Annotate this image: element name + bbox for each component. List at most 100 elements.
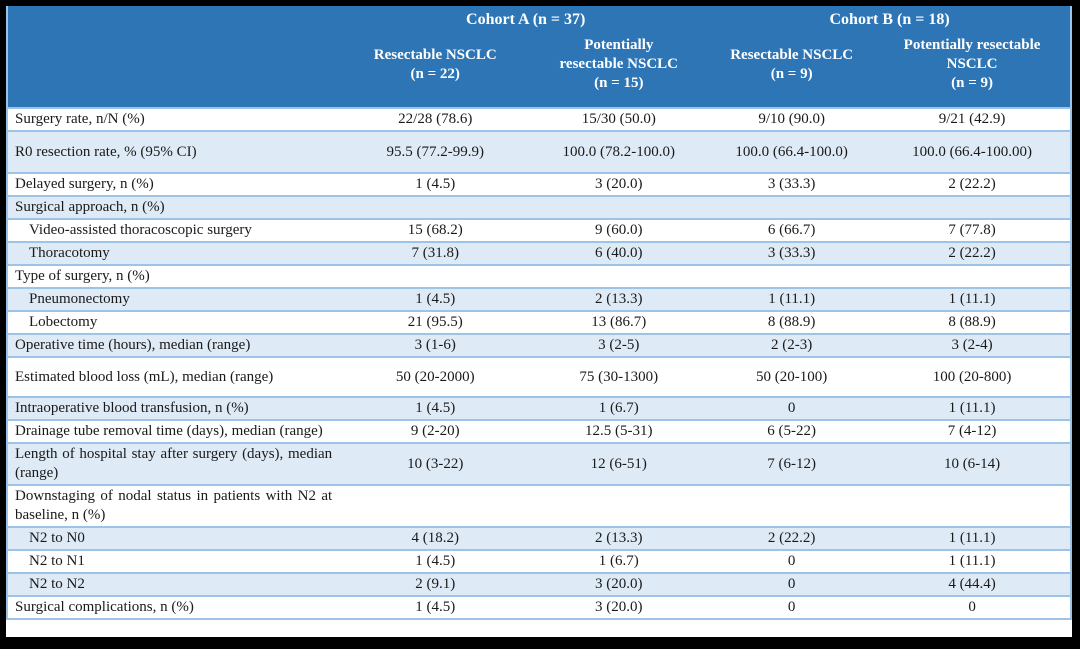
- table-row: Operative time (hours), median (range) 3 …: [7, 333, 1071, 357]
- cohort-a-header: Cohort A (n = 37): [342, 6, 710, 30]
- table-row: Drainage tube removal time (days), media…: [7, 419, 1071, 443]
- table-row: Video-assisted thoracoscopic surgery 15 (…: [7, 218, 1071, 242]
- row-value: 100.0 (66.4-100.0): [709, 130, 875, 173]
- table-row: Lobectomy 21 (95.5) 13 (86.7) 8 (88.9) 8 (88…: [7, 310, 1071, 334]
- row-value: 9/10 (90.0): [709, 107, 875, 131]
- row-label: Type of surgery, n (%): [7, 264, 343, 288]
- row-label: Thoracotomy: [7, 241, 343, 265]
- row-label: Lobectomy: [7, 310, 343, 334]
- row-value: 2 (13.3): [528, 287, 710, 311]
- row-value: 8 (88.9): [709, 310, 875, 334]
- row-value: 1 (4.5): [342, 172, 529, 196]
- row-value: [342, 484, 529, 527]
- table-row: Type of surgery, n (%): [7, 264, 1071, 288]
- table-row: Thoracotomy 7 (31.8) 6 (40.0) 3 (33.3) 2 (22…: [7, 241, 1071, 265]
- table-row: R0 resection rate, % (95% CI) 95.5 (77.2-…: [7, 130, 1071, 173]
- row-value: [528, 195, 710, 219]
- cohort-header-row: Cohort A (n = 37) Cohort B (n = 18): [7, 6, 1071, 30]
- row-value: [709, 195, 875, 219]
- row-value: 10 (3-22): [342, 442, 529, 485]
- table-row: Surgery rate, n/N (%) 22/28 (78.6) 15/30 (…: [7, 107, 1071, 131]
- row-value: 1 (4.5): [342, 396, 529, 420]
- row-value: 21 (95.5): [342, 310, 529, 334]
- row-value: 1 (4.5): [342, 549, 529, 573]
- row-value: 3 (2-5): [528, 333, 710, 357]
- row-label: N2 to N1: [7, 549, 343, 573]
- empty-header-cell: [7, 30, 343, 108]
- row-value: 0: [709, 396, 875, 420]
- row-label: Delayed surgery, n (%): [7, 172, 343, 196]
- row-value: 1 (4.5): [342, 595, 529, 619]
- row-value: [874, 484, 1071, 527]
- row-value: [342, 195, 529, 219]
- row-value: 0: [709, 572, 875, 596]
- row-value: 0: [874, 595, 1071, 619]
- table-row: Downstaging of nodal status in patients …: [7, 484, 1071, 527]
- row-value: 6 (40.0): [528, 241, 710, 265]
- row-value: 1 (6.7): [528, 549, 710, 573]
- row-value: 1 (6.7): [528, 396, 710, 420]
- row-value: 2 (2-3): [709, 333, 875, 357]
- row-value: 100.0 (78.2-100.0): [528, 130, 710, 173]
- surgery-outcomes-table: Cohort A (n = 37) Cohort B (n = 18) Rese…: [6, 6, 1072, 620]
- row-value: 9 (60.0): [528, 218, 710, 242]
- row-value: 12 (6-51): [528, 442, 710, 485]
- col-n: (n = 9): [770, 65, 813, 82]
- row-value: 1 (11.1): [874, 526, 1071, 550]
- row-value: 8 (88.9): [874, 310, 1071, 334]
- row-value: 3 (33.3): [709, 172, 875, 196]
- row-value: 3 (20.0): [528, 595, 710, 619]
- row-label: R0 resection rate, % (95% CI): [7, 130, 343, 173]
- col-title: Potentially resectable NSCLC: [903, 37, 1041, 72]
- table-row: Estimated blood loss (mL), median (range…: [7, 356, 1071, 397]
- row-value: 95.5 (77.2-99.9): [342, 130, 529, 173]
- row-value: 12.5 (5-31): [528, 419, 710, 443]
- table-row: N2 to N2 2 (9.1) 3 (20.0) 0 4 (44.4): [7, 572, 1071, 596]
- row-label: Surgery rate, n/N (%): [7, 107, 343, 131]
- col-header-a-resectable: Resectable NSCLC (n = 22): [342, 30, 529, 108]
- row-value: 1 (4.5): [342, 287, 529, 311]
- row-value: 10 (6-14): [874, 442, 1071, 485]
- row-label: N2 to N2: [7, 572, 343, 596]
- table-row: Surgical approach, n (%): [7, 195, 1071, 219]
- col-n: (n = 9): [951, 75, 993, 91]
- row-value: 13 (86.7): [528, 310, 710, 334]
- row-value: 4 (18.2): [342, 526, 529, 550]
- row-value: 6 (5-22): [709, 419, 875, 443]
- subgroup-header-row: Resectable NSCLC (n = 22) Potentially re…: [7, 30, 1071, 108]
- cohort-b-header: Cohort B (n = 18): [709, 6, 1071, 30]
- row-value: 1 (11.1): [874, 287, 1071, 311]
- col-header-a-potentially-resectable: Potentially resectable NSCLC (n = 15): [528, 30, 710, 108]
- row-value: 2 (9.1): [342, 572, 529, 596]
- row-value: 2 (22.2): [709, 526, 875, 550]
- row-value: [709, 484, 875, 527]
- row-value: 7 (6-12): [709, 442, 875, 485]
- row-value: 50 (20-2000): [342, 356, 529, 397]
- row-value: 7 (77.8): [874, 218, 1071, 242]
- row-label: Drainage tube removal time (days), media…: [7, 419, 343, 443]
- row-value: 50 (20-100): [709, 356, 875, 397]
- row-value: 3 (20.0): [528, 572, 710, 596]
- row-label: Intraoperative blood transfusion, n (%): [7, 396, 343, 420]
- outcomes-table-container: Cohort A (n = 37) Cohort B (n = 18) Rese…: [6, 6, 1072, 637]
- table-row: Intraoperative blood transfusion, n (%) 1…: [7, 396, 1071, 420]
- row-value: 0: [709, 549, 875, 573]
- row-value: 3 (33.3): [709, 241, 875, 265]
- row-value: 22/28 (78.6): [342, 107, 529, 131]
- row-label: Operative time (hours), median (range): [7, 333, 343, 357]
- row-value: 0: [709, 595, 875, 619]
- col-header-b-potentially-resectable: Potentially resectable NSCLC (n = 9): [874, 30, 1071, 108]
- row-value: [528, 264, 710, 288]
- row-label: Video-assisted thoracoscopic surgery: [7, 218, 343, 242]
- row-label: Downstaging of nodal status in patients …: [7, 484, 343, 527]
- row-value: [342, 264, 529, 288]
- row-value: 100.0 (66.4-100.00): [874, 130, 1071, 173]
- row-value: 9/21 (42.9): [874, 107, 1071, 131]
- table-header: Cohort A (n = 37) Cohort B (n = 18) Rese…: [7, 6, 1071, 108]
- table-row: Delayed surgery, n (%) 1 (4.5) 3 (20.0) 3 (…: [7, 172, 1071, 196]
- table-row: Length of hospital stay after surgery (d…: [7, 442, 1071, 485]
- row-value: 15/30 (50.0): [528, 107, 710, 131]
- row-value: 3 (2-4): [874, 333, 1071, 357]
- row-label: Pneumonectomy: [7, 287, 343, 311]
- table-row: Pneumonectomy 1 (4.5) 2 (13.3) 1 (11.1) 1 (1…: [7, 287, 1071, 311]
